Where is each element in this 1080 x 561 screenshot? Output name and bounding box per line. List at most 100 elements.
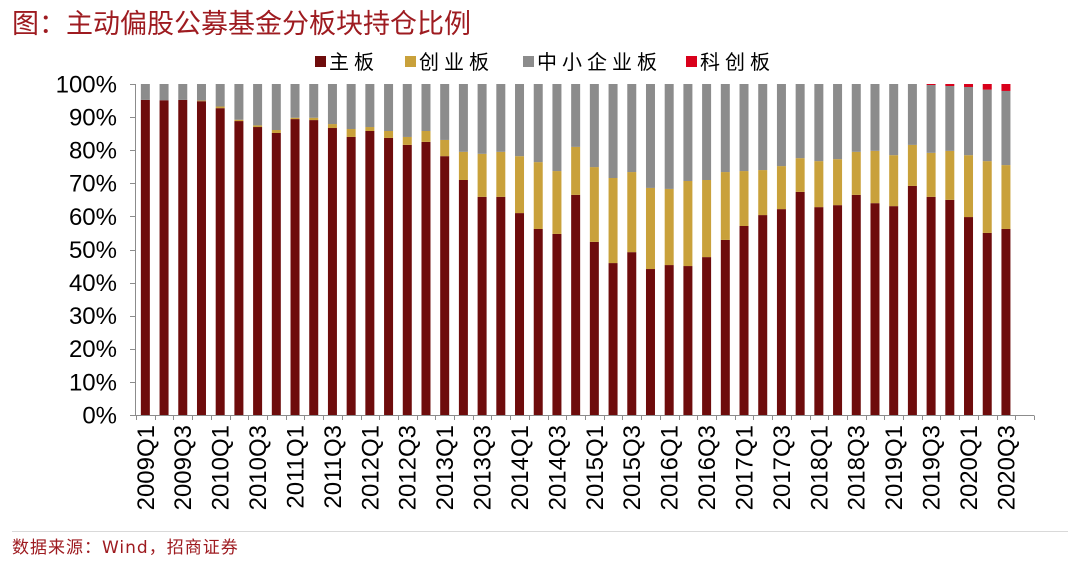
bar-segment-main-board bbox=[739, 226, 749, 415]
bars bbox=[140, 84, 1011, 416]
bar-segment-chinext bbox=[889, 155, 899, 207]
bar-stack bbox=[889, 84, 899, 415]
bar-segment-chinext bbox=[702, 179, 712, 258]
x-tick-label: 2010Q3 bbox=[245, 425, 272, 510]
bar-segment-main-board bbox=[889, 206, 899, 415]
bar-stack bbox=[645, 84, 655, 415]
bar-segment-chinext bbox=[608, 178, 618, 264]
bar-segment-chinext bbox=[477, 153, 487, 197]
bar-segment-chinext bbox=[720, 172, 730, 240]
bar-segment-chinext bbox=[945, 150, 955, 200]
bar-stack bbox=[346, 84, 356, 415]
bar-segment-star-market bbox=[926, 84, 936, 85]
bar-segment-main-board bbox=[402, 144, 412, 415]
bar-stack bbox=[458, 84, 468, 415]
legend-item-chinext: 创业板 bbox=[405, 50, 489, 74]
bar-stack bbox=[964, 84, 974, 415]
bar-stack bbox=[477, 84, 487, 415]
x-tick-label: 2017Q3 bbox=[769, 425, 796, 510]
bar-segment-chinext bbox=[327, 124, 337, 129]
bar-segment-sme-board bbox=[889, 84, 899, 156]
bar-segment-chinext bbox=[365, 127, 375, 131]
x-tick-label: 2016Q3 bbox=[694, 425, 721, 510]
bar-segment-main-board bbox=[964, 217, 974, 415]
bar-segment-sme-board bbox=[309, 84, 319, 118]
x-tick-label: 2019Q3 bbox=[919, 425, 946, 510]
bar-segment-main-board bbox=[571, 194, 581, 415]
legend-item-star-market: 科创板 bbox=[686, 50, 770, 74]
x-tick-label: 2020Q1 bbox=[956, 425, 983, 510]
bar-segment-main-board bbox=[271, 132, 281, 416]
y-tick-label: 70% bbox=[69, 171, 117, 198]
bar-segment-main-board bbox=[496, 196, 506, 415]
x-axis: 2009Q1 2009Q3 2010Q1 2010Q3 2011Q1 2011Q3 2012… bbox=[133, 415, 1035, 510]
bar-segment-main-board bbox=[758, 215, 768, 415]
x-tick-label: 2013Q1 bbox=[432, 425, 459, 510]
bar-segment-sme-board bbox=[159, 84, 169, 101]
legend-swatch-main-board bbox=[315, 56, 326, 67]
bar-stack bbox=[159, 84, 169, 415]
bar-stack bbox=[627, 84, 637, 415]
bar-stack bbox=[982, 84, 992, 415]
bar-segment-main-board bbox=[851, 194, 861, 415]
x-tick-label: 2015Q3 bbox=[619, 425, 646, 510]
bar-segment-main-board bbox=[552, 233, 562, 415]
bar-segment-main-board bbox=[533, 228, 543, 415]
bar-segment-sme-board bbox=[477, 84, 487, 154]
bar-stack bbox=[196, 84, 206, 416]
bar-stack bbox=[589, 84, 599, 415]
bar-segment-chinext bbox=[253, 125, 263, 128]
y-tick-label: 60% bbox=[69, 204, 117, 231]
bar-segment-main-board bbox=[664, 265, 674, 415]
bar-segment-chinext bbox=[571, 146, 581, 195]
bar-segment-sme-board bbox=[945, 85, 955, 151]
bar-segment-sme-board bbox=[814, 84, 824, 162]
y-axis: 0% 10% 20% 30% 40% 50% 60% 70% 80% 90% 100% bbox=[56, 71, 136, 429]
legend-item-sme-board: 中小企业板 bbox=[523, 50, 662, 74]
bar-stack bbox=[1001, 84, 1011, 415]
bar-segment-chinext bbox=[440, 139, 450, 157]
bar-stack bbox=[664, 84, 674, 415]
bar-segment-chinext bbox=[346, 129, 356, 137]
bar-segment-chinext bbox=[384, 131, 394, 138]
bar-segment-main-board bbox=[234, 121, 244, 415]
bar-segment-main-board bbox=[926, 196, 936, 415]
bar-segment-main-board bbox=[833, 205, 843, 415]
bar-segment-sme-board bbox=[795, 84, 805, 159]
y-tick-label: 20% bbox=[69, 336, 117, 363]
source-note: 数据来源：Wind，招商证券 bbox=[12, 538, 239, 558]
y-tick-label: 30% bbox=[69, 303, 117, 330]
bar-segment-chinext bbox=[833, 159, 843, 206]
bar-segment-main-board bbox=[440, 156, 450, 415]
y-tick-label: 100% bbox=[56, 71, 117, 98]
bar-segment-chinext bbox=[589, 167, 599, 242]
x-tick-label: 2017Q1 bbox=[731, 425, 758, 510]
bar-segment-main-board bbox=[215, 108, 225, 415]
bar-stack bbox=[739, 84, 749, 415]
x-tick-label: 2015Q1 bbox=[582, 425, 609, 510]
legend-item-main-board: 主板 bbox=[315, 50, 374, 74]
bar-segment-star-market bbox=[945, 84, 955, 86]
bar-segment-main-board bbox=[290, 119, 300, 415]
x-tick-label: 2010Q1 bbox=[208, 425, 235, 510]
bar-stack bbox=[851, 84, 861, 415]
bar-segment-sme-board bbox=[253, 84, 263, 126]
bar-segment-chinext bbox=[814, 161, 824, 208]
legend-label-sme-board: 中小企业板 bbox=[537, 50, 662, 74]
bar-segment-sme-board bbox=[851, 84, 861, 152]
x-tick-label: 2011Q3 bbox=[320, 425, 347, 509]
bar-stack bbox=[833, 84, 843, 415]
bar-segment-sme-board bbox=[758, 84, 768, 171]
bar-segment-sme-board bbox=[982, 89, 992, 162]
x-tick-label: 2011Q1 bbox=[282, 425, 309, 509]
bar-segment-sme-board bbox=[271, 84, 281, 131]
bar-segment-sme-board bbox=[702, 84, 712, 180]
bar-segment-chinext bbox=[795, 158, 805, 192]
x-tick-label: 2009Q3 bbox=[170, 425, 197, 510]
bar-stack bbox=[552, 84, 562, 415]
bar-stack bbox=[365, 84, 375, 415]
legend: 主板 创业板 中小企业板 科创板 bbox=[315, 50, 770, 74]
bar-segment-main-board bbox=[627, 252, 637, 415]
bar-segment-main-board bbox=[702, 257, 712, 415]
